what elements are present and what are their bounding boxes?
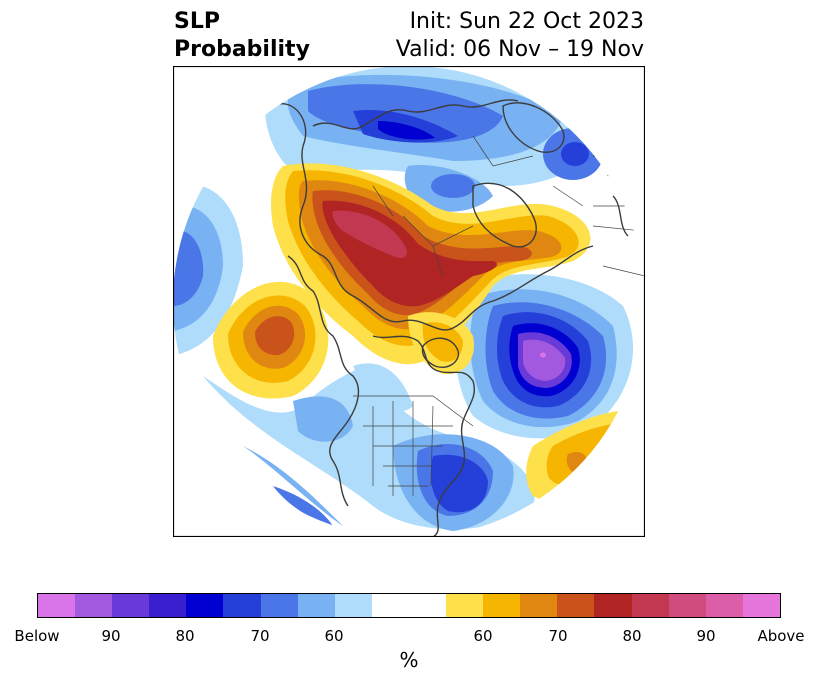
colorbar-segment [112, 594, 150, 617]
colorbar-tick: Below [14, 627, 60, 645]
colorbar-segment [186, 594, 224, 617]
colorbar-tick: 80 [622, 627, 642, 645]
colorbar-unit-label: % [399, 648, 419, 672]
init-date: Init: Sun 22 Oct 2023 [409, 9, 644, 34]
colorbar-segment [446, 594, 484, 617]
valid-date-range: Valid: 06 Nov – 19 Nov [395, 37, 644, 62]
coastlines [272, 99, 629, 537]
hemisphere-disc [173, 66, 645, 537]
colorbar-tick: 70 [548, 627, 568, 645]
colorbar-segment [705, 594, 743, 617]
political-borders [353, 135, 645, 496]
colorbar-segment [520, 594, 558, 617]
colorbar-segment [557, 594, 595, 617]
colorbar-segment [371, 594, 447, 617]
colorbar-tick: 60 [324, 627, 344, 645]
colorbar-segment [223, 594, 261, 617]
title-line-probability: Probability [174, 37, 310, 62]
colorbar-segment [483, 594, 521, 617]
colorbar-segment [631, 594, 669, 617]
below-normal-region-atlantic [454, 274, 633, 439]
title-line-slp: SLP [174, 9, 220, 34]
colorbar-segment [594, 594, 632, 617]
colorbar-tick: 90 [696, 627, 716, 645]
map-title: SLP Probability [174, 8, 310, 64]
colorbar-segment [75, 594, 113, 617]
colorbar-segment [297, 594, 335, 617]
colorbar-tick: Above [757, 627, 805, 645]
colorbar-tick: 70 [250, 627, 270, 645]
above-normal-region-pacific [213, 281, 329, 399]
above-normal-region-polar-band [271, 163, 591, 365]
below-normal-region-west [173, 184, 243, 356]
colorbar-segment [742, 594, 780, 617]
map-border [173, 66, 645, 537]
colorbar-tick: 90 [101, 627, 121, 645]
forecast-dates: Init: Sun 22 Oct 2023 Valid: 06 Nov – 19… [396, 8, 644, 64]
colorbar-segment [149, 594, 187, 617]
colorbar-segment [668, 594, 706, 617]
colorbar-segment [38, 594, 76, 617]
probability-map [173, 66, 645, 537]
colorbar [37, 593, 781, 618]
colorbar-tick: 80 [175, 627, 195, 645]
colorbar-segment [260, 594, 298, 617]
below-normal-region-north [264, 66, 603, 212]
colorbar-segment [334, 594, 372, 617]
colorbar-tick: 60 [473, 627, 493, 645]
